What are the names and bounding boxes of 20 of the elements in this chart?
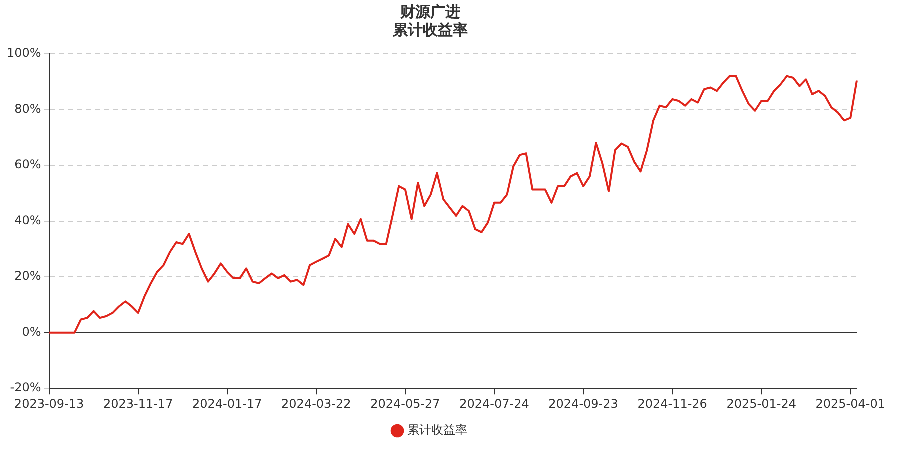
- y-tick-label: 60%: [14, 158, 42, 172]
- x-tick-label: 2023-11-17: [103, 396, 174, 411]
- x-tick-label: 2025-01-24: [726, 396, 796, 411]
- x-tick-label: 2025-04-01: [816, 396, 886, 411]
- x-tick-label: 2023-09-13: [14, 396, 84, 411]
- x-tick-label: 2024-01-17: [192, 396, 262, 411]
- y-tick-label: 40%: [14, 213, 42, 228]
- y-tick-label: 20%: [14, 269, 42, 284]
- x-tick-label: 2024-09-23: [548, 396, 618, 411]
- y-tick-label: -20%: [10, 380, 42, 395]
- y-tick-label: 100%: [6, 46, 42, 60]
- y-tick-label: 0%: [22, 324, 42, 339]
- x-tick-label: 2024-05-27: [370, 396, 440, 411]
- y-tick-label: 80%: [14, 102, 42, 116]
- x-tick-label: 2024-11-26: [638, 396, 708, 411]
- x-tick-label: 2024-07-24: [460, 396, 530, 411]
- chart-title: 财源广进: [400, 2, 460, 21]
- x-tick-label: 2024-03-22: [282, 396, 352, 411]
- legend-label: 累计收益率: [408, 423, 468, 438]
- chart-subtitle: 累计收益率: [392, 20, 468, 39]
